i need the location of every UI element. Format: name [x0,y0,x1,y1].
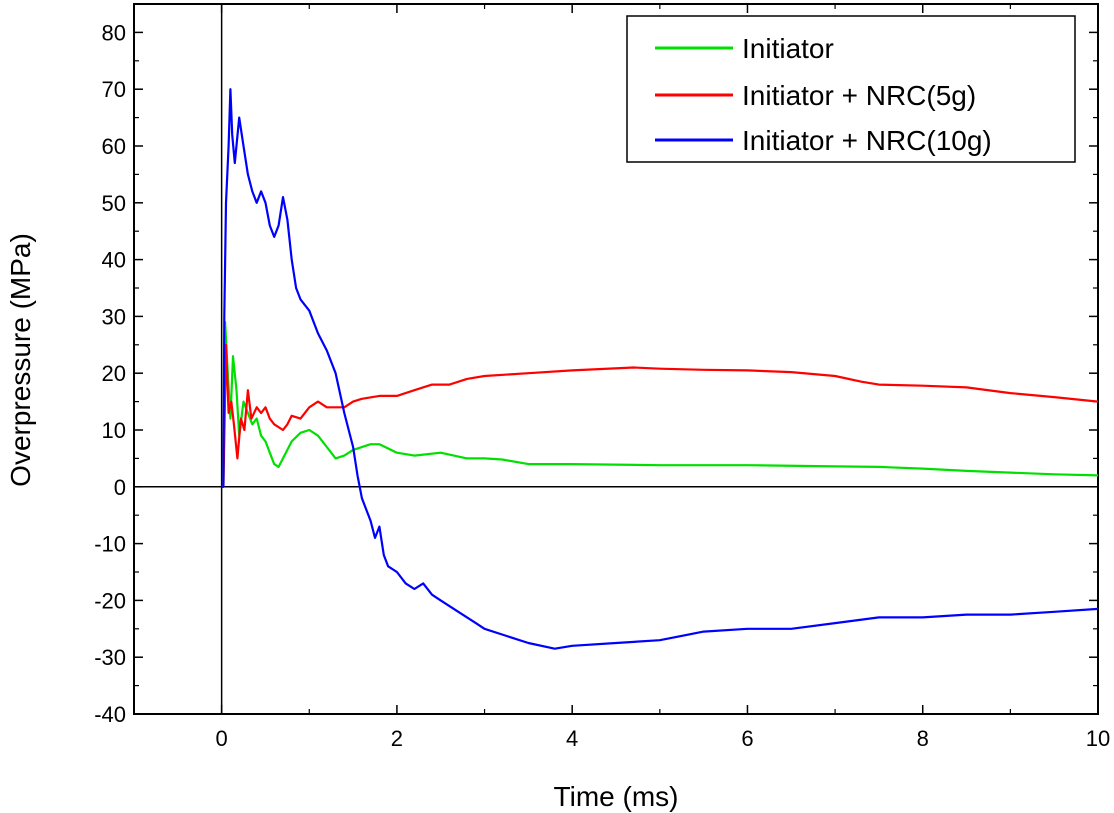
y-tick-label: -40 [94,702,126,727]
series-lines [221,88,1099,650]
legend-entry-nrc-10g: Initiator + NRC(10g) [655,125,992,156]
y-tick-label: 70 [102,77,126,102]
y-tick-label: -10 [94,532,126,557]
x-tick-label: 2 [391,726,403,751]
y-tick-label: 60 [102,134,126,159]
legend-label-nrc-5g: Initiator + NRC(5g) [742,80,976,111]
y-tick-label: 80 [102,20,126,45]
y-tick-label: -20 [94,588,126,613]
x-tick-label: 4 [566,726,578,751]
x-axis-title: Time (ms) [554,781,679,812]
y-tick-label: 50 [102,191,126,216]
legend-label-nrc-10g: Initiator + NRC(10g) [742,125,992,156]
series-line-initiator-nrc-5g [221,343,1099,488]
y-tick-label: 0 [114,475,126,500]
series-line-initiator-nrc-10g [221,88,1099,650]
x-tick-label: 0 [216,726,228,751]
y-tick-label: 10 [102,418,126,443]
y-axis-ticks: -40 -30 -20 -10 0 10 20 30 40 50 60 70 80 [94,20,1098,727]
legend-label-initiator: Initiator [742,33,834,64]
legend-entry-nrc-5g: Initiator + NRC(5g) [655,80,976,111]
x-tick-label: 6 [741,726,753,751]
y-tick-label: 30 [102,304,126,329]
x-tick-label: 10 [1086,726,1110,751]
y-tick-label: 40 [102,248,126,273]
x-tick-label: 8 [917,726,929,751]
y-tick-label: -30 [94,645,126,670]
legend: Initiator Initiator + NRC(5g) Initiator … [626,15,1076,163]
x-axis-ticks: 0 2 4 6 8 10 [133,4,1110,751]
legend-box [626,15,1076,163]
legend-entry-initiator: Initiator [655,33,834,64]
y-tick-label: 20 [102,361,126,386]
zero-lines [134,4,1098,714]
y-axis-title: Overpressure (MPa) [5,233,36,487]
